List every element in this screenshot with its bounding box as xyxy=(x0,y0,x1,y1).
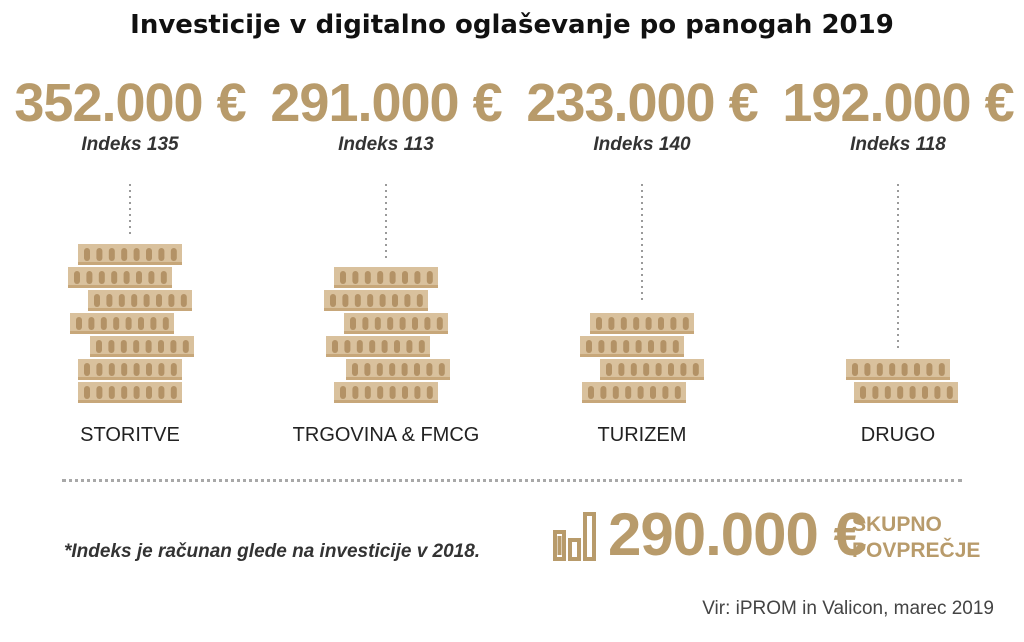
divider-line xyxy=(62,479,962,482)
average-amount: 290.000 € xyxy=(608,501,867,568)
footnote: *Indeks je računan glede na investicije … xyxy=(64,541,481,562)
average-label: SKUPNO POVPREČJE xyxy=(852,512,981,564)
coin xyxy=(582,382,686,403)
category-label: DRUGO xyxy=(860,424,936,446)
coin xyxy=(334,267,438,288)
index-label: Indeks 140 xyxy=(593,134,691,155)
coin xyxy=(580,336,684,357)
coin xyxy=(68,267,172,288)
index-label: Indeks 118 xyxy=(850,134,946,155)
coin xyxy=(78,244,182,265)
category-label: TRGOVINA & FMCG xyxy=(292,424,480,446)
coin xyxy=(88,290,192,311)
value-label: 352.000 € xyxy=(14,73,246,133)
coin xyxy=(600,359,704,380)
value-label: 192.000 € xyxy=(782,73,1014,133)
index-label: Indeks 135 xyxy=(81,134,179,155)
category-label: TURIZEM xyxy=(597,424,687,446)
value-label: 291.000 € xyxy=(270,73,502,133)
coin xyxy=(78,359,182,380)
average-label-line2: POVPREČJE xyxy=(852,539,981,562)
category-column: 291.000 € Indeks 113 TRGOVINA & FMCG xyxy=(258,0,514,460)
chart-title: Investicije v digitalno oglaševanje po p… xyxy=(130,10,894,40)
coin xyxy=(846,359,950,380)
average-label-line1: SKUPNO xyxy=(852,513,942,536)
category-column: 352.000 € Indeks 135 STORITVE xyxy=(2,0,258,460)
coin xyxy=(854,382,958,403)
coin xyxy=(78,382,182,403)
coin xyxy=(346,359,450,380)
coin-stack xyxy=(68,184,194,403)
category-label: STORITVE xyxy=(80,424,180,446)
value-label: 233.000 € xyxy=(526,73,758,133)
coin xyxy=(326,336,430,357)
coin xyxy=(590,313,694,334)
coin xyxy=(344,313,448,334)
category-column: 233.000 € Indeks 140 TURIZEM xyxy=(514,0,770,460)
coin-stack xyxy=(846,184,958,403)
coin xyxy=(334,382,438,403)
index-label: Indeks 113 xyxy=(338,134,434,155)
bar-chart-icon xyxy=(553,512,596,561)
coin xyxy=(90,336,194,357)
coin xyxy=(324,290,428,311)
source-note: Vir: iPROM in Valicon, marec 2019 xyxy=(702,598,994,619)
coin xyxy=(70,313,174,334)
coin-stack xyxy=(324,184,450,403)
coin-stack xyxy=(580,184,704,403)
category-column: 192.000 € Indeks 118 DRUGO xyxy=(770,0,1024,460)
